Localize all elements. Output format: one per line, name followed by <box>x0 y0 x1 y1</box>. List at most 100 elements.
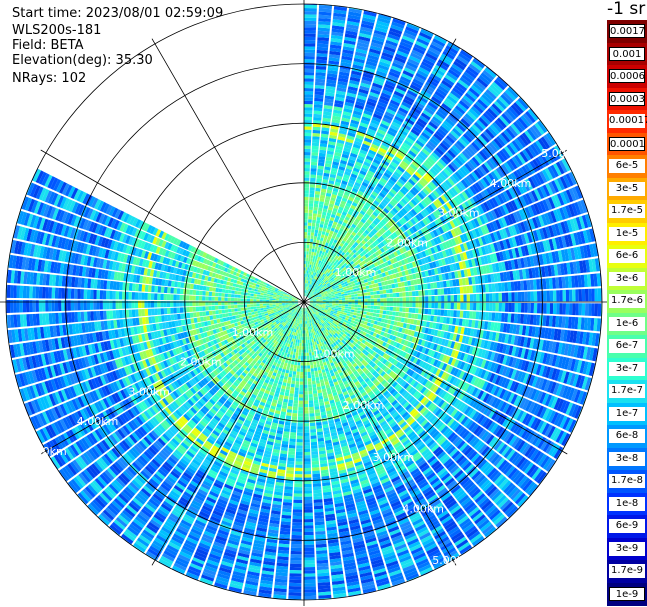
range-gate <box>377 101 388 108</box>
range-gate <box>437 302 442 309</box>
range-gate <box>425 143 435 152</box>
range-gate <box>350 73 362 79</box>
range-gate <box>346 199 353 205</box>
range-gate <box>396 302 400 307</box>
range-gate <box>304 145 311 149</box>
range-gate <box>395 311 400 317</box>
range-gate <box>316 273 320 278</box>
range-gate <box>304 136 312 140</box>
range-gate <box>335 145 344 151</box>
range-gate <box>495 98 507 110</box>
range-gate <box>370 295 374 299</box>
range-gate <box>309 288 312 292</box>
range-gate <box>339 258 344 263</box>
range-gate <box>381 233 387 240</box>
range-gate <box>454 105 466 115</box>
range-gate <box>331 224 337 229</box>
range-gate <box>313 120 322 124</box>
range-gate <box>325 192 332 197</box>
range-gate <box>409 84 421 92</box>
range-gate <box>399 163 407 171</box>
range-gate <box>336 248 341 253</box>
range-gate <box>368 238 374 244</box>
range-gate <box>304 187 310 191</box>
range-gate <box>469 302 474 311</box>
range-gate <box>333 239 338 244</box>
range-gate <box>307 238 310 242</box>
range-gate <box>304 87 314 92</box>
range-gate <box>366 57 379 64</box>
range-gate <box>374 110 384 117</box>
range-gate <box>312 265 316 269</box>
range-gate <box>418 296 422 302</box>
range-gate <box>367 295 371 299</box>
range-gate <box>417 192 425 200</box>
range-gate <box>457 79 470 89</box>
range-gate <box>401 312 406 318</box>
range-gate <box>312 290 315 293</box>
range-gate <box>357 190 364 196</box>
range-gate <box>386 151 395 158</box>
range-gate <box>459 50 473 60</box>
range-gate <box>305 280 308 284</box>
range-gate <box>492 293 496 302</box>
range-gate <box>374 26 388 34</box>
range-gate <box>437 144 447 154</box>
range-gate <box>395 287 400 293</box>
range-gate <box>306 290 309 294</box>
range-gate <box>363 204 370 211</box>
range-gate <box>342 266 347 271</box>
range-gate <box>305 289 308 294</box>
range-gate <box>344 141 353 147</box>
range-gate <box>413 206 420 214</box>
range-gate <box>315 262 319 267</box>
range-gate <box>405 64 417 72</box>
range-gate <box>374 155 383 163</box>
range-gate <box>441 139 451 149</box>
range-gate <box>357 304 362 308</box>
range-gate <box>382 198 389 205</box>
range-gate <box>354 307 358 311</box>
ray <box>304 7 363 297</box>
range-gate <box>511 302 515 313</box>
range-gate <box>469 285 473 294</box>
range-gate <box>344 144 352 150</box>
range-gate <box>400 160 409 168</box>
range-gate <box>371 39 384 46</box>
range-gate <box>492 121 503 133</box>
range-gate <box>392 288 396 293</box>
range-gate <box>304 247 307 252</box>
range-gate <box>364 213 370 219</box>
range-gate <box>392 293 397 298</box>
range-gate <box>372 36 385 43</box>
range-gate <box>332 265 337 270</box>
range-gate <box>448 92 460 102</box>
range-gate <box>325 156 333 162</box>
range-gate <box>418 290 422 296</box>
range-gate <box>358 221 365 227</box>
range-gate <box>331 118 341 124</box>
range-gate <box>313 206 318 211</box>
range-gate <box>408 291 413 297</box>
range-gate <box>423 175 431 183</box>
range-gate <box>356 313 360 317</box>
range-gate <box>427 156 436 165</box>
range-gate <box>384 135 393 143</box>
range-gate <box>357 39 370 45</box>
range-gate <box>341 271 346 275</box>
range-gate <box>334 267 339 272</box>
range-gate <box>348 8 362 14</box>
range-gate <box>328 203 334 208</box>
range-gate <box>322 248 327 253</box>
range-gate <box>305 293 308 297</box>
range-gate <box>317 233 322 238</box>
range-gate <box>317 286 321 290</box>
range-gate <box>305 289 307 293</box>
range-gate <box>578 303 582 316</box>
range-gate <box>361 116 371 122</box>
range-gate <box>349 193 356 199</box>
range-gate <box>353 199 360 205</box>
range-gate <box>365 235 371 241</box>
range-gate <box>359 210 366 216</box>
